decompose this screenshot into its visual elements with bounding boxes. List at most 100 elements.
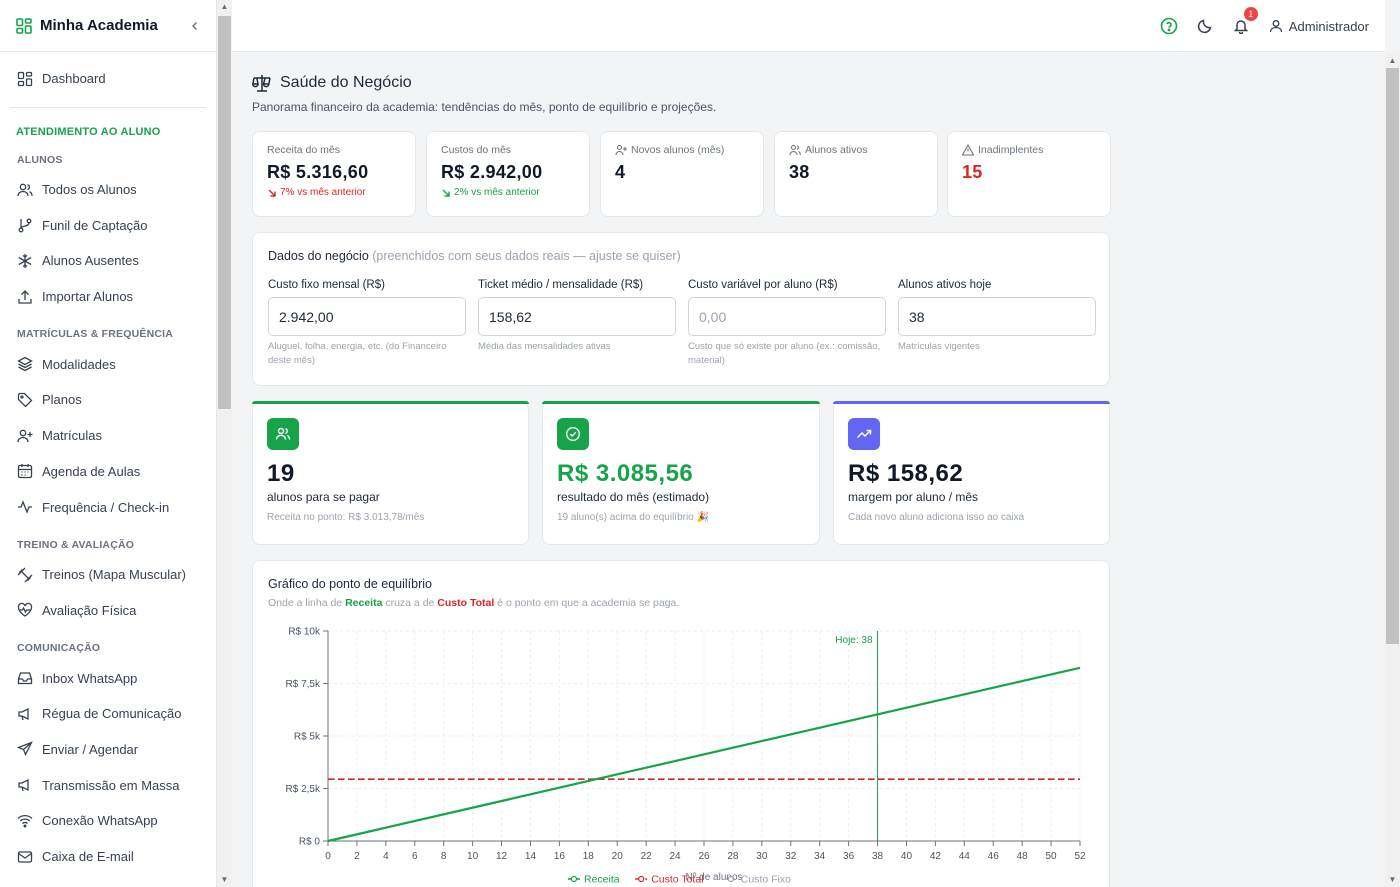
y-tick-label: R$ 0 [299, 837, 321, 848]
user-menu[interactable]: Administrador [1269, 19, 1369, 34]
x-tick-label: 20 [612, 851, 624, 862]
users-icon [267, 418, 299, 450]
sidebar-item-label: Avaliação Física [42, 602, 137, 618]
alunos-ativos-input[interactable] [898, 297, 1096, 336]
sidebar-item-modalidades[interactable]: Modalidades [0, 346, 216, 382]
main-scrollbar-thumb[interactable] [1386, 68, 1399, 644]
x-tick-label: 48 [1017, 851, 1029, 862]
brand-name: Minha Academia [40, 17, 158, 34]
section-title-comunicacao: COMUNICAÇÃO [17, 642, 101, 655]
sidebar-item-treinos[interactable]: Treinos (Mapa Muscular) [0, 557, 216, 593]
arrow-down-right-icon [268, 189, 276, 197]
collapse-sidebar-icon[interactable] [190, 18, 200, 34]
activity-icon [16, 499, 33, 516]
sidebar-item-importar[interactable]: Importar Alunos [0, 279, 216, 315]
kpi-card-inadimplentes: Inadimplentes 15 [947, 131, 1111, 217]
sidebar-item-agenda[interactable]: Agenda de Aulas [0, 454, 216, 490]
field-label: Alunos ativos hoje [898, 279, 992, 291]
sidebar-item-funil[interactable]: Funil de Captação [0, 207, 216, 243]
x-tick-label: 26 [698, 851, 710, 862]
sidebar-item-label: Frequência / Check-in [42, 499, 170, 515]
field-custo-fixo: Custo fixo mensal (R$) Aluguel, folha, e… [268, 279, 466, 368]
legend-marker [570, 875, 578, 883]
sidebar-item-frequencia[interactable]: Frequência / Check-in [0, 489, 216, 525]
y-tick-label: R$ 5k [294, 732, 321, 743]
custo-variavel-input[interactable] [688, 297, 886, 336]
chart-sub-pre: Onde a linha de [268, 597, 346, 609]
series-line-receita [327, 666, 1081, 843]
kpi-label: Alunos ativos [805, 144, 868, 156]
x-tick-label: 0 [325, 851, 331, 862]
x-tick-label: 6 [412, 851, 418, 862]
margin-per-student-card: R$ 158,62 margem por aluno / mês Cada no… [833, 401, 1110, 545]
bell-icon[interactable]: 1 [1231, 7, 1258, 36]
check-circle-icon [557, 418, 589, 450]
kpi-value: R$ 2.942,00 [441, 162, 543, 182]
field-label: Ticket médio / mensalidade (R$) [478, 279, 644, 291]
sidebar-item-label: Todos os Alunos [42, 182, 137, 198]
dumbbell-icon [16, 566, 33, 583]
kpi-value: R$ 5.316,60 [267, 162, 369, 182]
sidebar-item-enviar[interactable]: Enviar / Agendar [0, 732, 216, 768]
sidebar-item-dashboard[interactable]: Dashboard [0, 61, 216, 97]
sidebar-group-title: ATENDIMENTO AO ALUNO [16, 125, 161, 138]
section-title-matriculas: MATRÍCULAS & FREQUÊNCIA [17, 328, 174, 341]
sidebar-item-matriculas[interactable]: Matrículas [0, 418, 216, 454]
users-icon [789, 144, 801, 156]
kpi-card-ativos: Alunos ativos 38 [774, 131, 938, 217]
trending-up-icon [848, 418, 880, 450]
sidebar-item-label: Dashboard [42, 71, 106, 87]
x-tick-label: 18 [583, 851, 595, 862]
highlight-note: 19 aluno(s) acima do equilíbrio 🎉 [557, 512, 709, 523]
x-tick-label: 44 [959, 851, 971, 862]
sidebar-item-email[interactable]: Caixa de E-mail [0, 839, 216, 875]
sidebar-item-inbox[interactable]: Inbox WhatsApp [0, 660, 216, 696]
x-axis-label: Nº de alunos [685, 872, 742, 883]
sidebar-item-label: Treinos (Mapa Muscular) [42, 567, 187, 583]
field-help: Média das mensalidades ativas [478, 341, 611, 352]
sidebar-scroll-up-icon[interactable]: ▲ [220, 2, 229, 11]
alert-triangle-icon [962, 144, 974, 156]
sidebar-item-label: Enviar / Agendar [42, 741, 139, 757]
layers-icon [16, 356, 33, 373]
header-actions: 1 Administrador [1143, 0, 1385, 52]
moon-icon[interactable] [1195, 16, 1215, 36]
business-title-text: Dados do negócio [268, 249, 369, 263]
legend-label: Custo Total [651, 874, 703, 886]
sidebar-item-conexao[interactable]: Conexão WhatsApp [0, 803, 216, 839]
field-custo-variavel: Custo variável por aluno (R$) Custo que … [688, 279, 886, 368]
wifi-icon [16, 812, 33, 829]
send-icon [16, 741, 33, 758]
main-scroll-down-icon[interactable]: ▼ [1388, 875, 1397, 884]
main-scroll-up-icon[interactable]: ▲ [1388, 56, 1397, 65]
sidebar-item-avaliacao[interactable]: Avaliação Física [0, 593, 216, 629]
card-accent-bar [833, 401, 1110, 404]
chart-sub-receita: Receita [345, 597, 383, 609]
broadcast-megaphone-icon [16, 777, 33, 794]
highlight-value: 19 [267, 460, 295, 487]
x-tick-label: 14 [525, 851, 537, 862]
chart-title: Gráfico do ponto de equilíbrio [268, 577, 432, 591]
chart-sub-post: é o ponto em que a academia se paga. [494, 597, 680, 609]
sidebar-item-transmissao[interactable]: Transmissão em Massa [0, 767, 216, 803]
page-title-text: Saúde do Negócio [280, 74, 412, 91]
sidebar-item-planos[interactable]: Planos [0, 382, 216, 418]
sidebar-item-regua[interactable]: Régua de Comunicação [0, 696, 216, 732]
section-title-alunos: ALUNOS [17, 153, 63, 166]
field-help: Matrículas vigentes [898, 341, 980, 352]
help-icon[interactable] [1159, 16, 1179, 36]
kpi-delta: 7% vs mês anterior [267, 187, 401, 198]
ticket-medio-input[interactable] [478, 297, 676, 336]
x-tick-label: 24 [670, 851, 682, 862]
sidebar-item-todos-alunos[interactable]: Todos os Alunos [0, 172, 216, 208]
chart-sub-mid: cruza a de [382, 597, 438, 609]
kpi-label: Custos do mês [441, 144, 512, 156]
custo-fixo-input[interactable] [268, 297, 466, 336]
sidebar-scrollbar-thumb[interactable] [218, 16, 231, 409]
sidebar-item-ausentes[interactable]: Alunos Ausentes [0, 243, 216, 279]
monthly-result-card: R$ 3.085,56 resultado do mês (estimado) … [542, 401, 820, 545]
business-fields: Custo fixo mensal (R$) Aluguel, folha, e… [268, 279, 1096, 368]
sidebar-scroll-down-icon[interactable]: ▼ [220, 875, 229, 884]
reference-label: Hoje: 38 [835, 635, 873, 646]
field-alunos-ativos: Alunos ativos hoje Matrículas vigentes [898, 279, 1096, 368]
